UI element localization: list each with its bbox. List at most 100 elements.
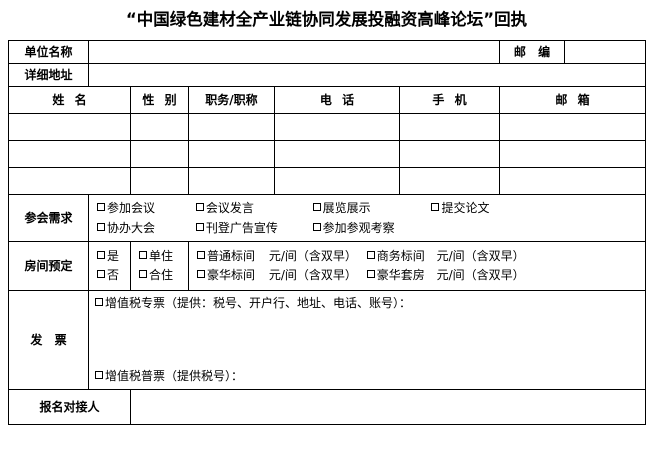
column-header-name: 姓 名 bbox=[8, 86, 131, 114]
org-name-field[interactable] bbox=[87, 40, 501, 64]
room-booking-label: 房间预定 bbox=[8, 241, 89, 291]
checkbox-option-general-vat-invoice[interactable]: 增值税普票（提供税号）： bbox=[95, 369, 243, 384]
checkbox-option-advertisement[interactable]: 刊登广告宣传 bbox=[195, 218, 309, 238]
standard-room-price: 元/间（含双早） bbox=[268, 249, 357, 263]
table-row-room-booking: 房间预定 是 否 单住 合住 普通标间 元/间（含双早） 商务标间 元/间（含双… bbox=[8, 241, 647, 291]
attendee-email-cell[interactable] bbox=[499, 167, 647, 195]
checkbox-option-yes[interactable]: 是 bbox=[95, 247, 126, 266]
checkbox-option-business-room[interactable]: 商务标间 bbox=[366, 247, 425, 266]
postcode-label: 邮 编 bbox=[499, 40, 566, 64]
table-row-org-name: 单位名称 邮 编 bbox=[8, 40, 647, 64]
option-label: 商务标间 bbox=[376, 249, 425, 263]
checkbox-option-single-occupancy[interactable]: 单住 bbox=[137, 247, 184, 266]
attendee-mobile-cell[interactable] bbox=[398, 140, 501, 168]
needs-options-line1: 参加会议 会议发言 展览展示 提交论文 bbox=[95, 198, 641, 218]
option-label: 增值税普票（提供税号）： bbox=[105, 369, 244, 383]
attendee-email-cell[interactable] bbox=[499, 140, 647, 168]
room-occupancy-options: 单住 合住 bbox=[130, 241, 189, 291]
checkbox-option-site-visit[interactable]: 参加参观考察 bbox=[312, 218, 395, 238]
option-label: 展览展示 bbox=[322, 201, 371, 215]
checkbox-icon[interactable] bbox=[366, 270, 375, 278]
room-type-line1: 普通标间 元/间（含双早） 商务标间 元/间（含双早） bbox=[195, 247, 641, 266]
checkbox-option-no[interactable]: 否 bbox=[95, 266, 126, 285]
checkbox-icon[interactable] bbox=[197, 251, 205, 259]
column-header-title: 职务/职称 bbox=[188, 86, 275, 114]
needs-options-line2: 协办大会 刊登广告宣传 参加参观考察 bbox=[95, 218, 641, 238]
checkbox-icon[interactable] bbox=[95, 298, 103, 306]
contact-field[interactable] bbox=[129, 389, 647, 425]
deluxe-room-price: 元/间（含双早） bbox=[268, 268, 357, 282]
checkbox-icon[interactable] bbox=[97, 203, 105, 211]
table-row-invoice: 发 票 增值税专票（提供：税号、开户行、地址、电话、账号）： 增值税普票（提供税… bbox=[8, 290, 647, 390]
attendee-title-cell[interactable] bbox=[188, 113, 275, 141]
checkbox-icon[interactable] bbox=[139, 270, 147, 278]
checkbox-icon[interactable] bbox=[195, 203, 204, 211]
needs-label: 参会需求 bbox=[8, 194, 89, 242]
checkbox-icon[interactable] bbox=[312, 223, 321, 231]
option-label: 参加会议 bbox=[107, 201, 156, 215]
checkbox-icon[interactable] bbox=[197, 270, 205, 278]
checkbox-icon[interactable] bbox=[366, 251, 375, 259]
attendee-gender-cell[interactable] bbox=[130, 113, 189, 141]
attendee-mobile-cell[interactable] bbox=[398, 113, 501, 141]
checkbox-option-speech[interactable]: 会议发言 bbox=[195, 198, 309, 218]
column-header-phone: 电 话 bbox=[274, 86, 400, 114]
option-label: 提交论文 bbox=[441, 201, 490, 215]
attendee-mobile-cell[interactable] bbox=[398, 167, 501, 195]
option-label: 刊登广告宣传 bbox=[205, 221, 278, 235]
attendee-gender-cell[interactable] bbox=[130, 167, 189, 195]
checkbox-icon[interactable] bbox=[312, 203, 321, 211]
checkbox-icon[interactable] bbox=[139, 251, 147, 259]
checkbox-icon[interactable] bbox=[95, 371, 103, 379]
option-label: 参加参观考察 bbox=[322, 221, 395, 235]
page-title: “中国绿色建材全产业链协同发展投融资高峰论坛”回执 bbox=[125, 10, 528, 29]
address-label: 详细地址 bbox=[8, 63, 89, 87]
option-label: 增值税专票（提供：税号、开户行、地址、电话、账号）： bbox=[105, 296, 412, 310]
table-row bbox=[8, 113, 647, 141]
org-name-label: 单位名称 bbox=[8, 40, 89, 64]
option-label: 协办大会 bbox=[107, 221, 156, 235]
attendee-phone-cell[interactable] bbox=[274, 167, 400, 195]
checkbox-icon[interactable] bbox=[97, 251, 105, 259]
option-label: 普通标间 bbox=[207, 249, 256, 263]
attendee-title-cell[interactable] bbox=[188, 167, 275, 195]
checkbox-option-co-organize[interactable]: 协办大会 bbox=[97, 218, 192, 238]
checkbox-option-attend-meeting[interactable]: 参加会议 bbox=[97, 198, 192, 218]
checkbox-option-shared-occupancy[interactable]: 合住 bbox=[137, 266, 184, 285]
checkbox-option-exhibition[interactable]: 展览展示 bbox=[312, 198, 428, 218]
room-type-options: 普通标间 元/间（含双早） 商务标间 元/间（含双早） 豪华标间 元/间（含双早… bbox=[187, 241, 647, 291]
checkbox-icon[interactable] bbox=[431, 203, 440, 211]
checkbox-icon[interactable] bbox=[97, 270, 105, 278]
attendee-phone-cell[interactable] bbox=[274, 113, 400, 141]
attendee-name-cell[interactable] bbox=[8, 167, 131, 195]
checkbox-option-deluxe-room[interactable]: 豪华标间 bbox=[197, 266, 255, 285]
checkbox-option-standard-room[interactable]: 普通标间 bbox=[197, 247, 255, 266]
invoice-label: 发 票 bbox=[8, 290, 89, 390]
postcode-field[interactable] bbox=[564, 40, 647, 64]
checkbox-icon[interactable] bbox=[195, 223, 204, 231]
option-label: 合住 bbox=[149, 268, 174, 282]
option-label: 豪华套房 bbox=[376, 268, 425, 282]
contact-label: 报名对接人 bbox=[8, 389, 131, 425]
option-label: 单住 bbox=[149, 249, 174, 263]
attendee-name-cell[interactable] bbox=[8, 140, 131, 168]
attendee-phone-cell[interactable] bbox=[274, 140, 400, 168]
checkbox-option-special-vat-invoice[interactable]: 增值税专票（提供：税号、开户行、地址、电话、账号）： bbox=[95, 296, 411, 311]
table-row-contact: 报名对接人 bbox=[8, 389, 647, 425]
column-header-email: 邮 箱 bbox=[499, 86, 647, 114]
attendee-name-cell[interactable] bbox=[8, 113, 131, 141]
needs-options: 参加会议 会议发言 展览展示 提交论文 协办大会 刊登广告宣传 参加参观考察 bbox=[87, 194, 647, 242]
table-row bbox=[8, 140, 647, 168]
checkbox-icon[interactable] bbox=[97, 223, 105, 231]
table-row-address: 详细地址 bbox=[8, 63, 647, 87]
checkbox-option-submit-paper[interactable]: 提交论文 bbox=[431, 198, 490, 218]
table-row bbox=[8, 167, 647, 195]
option-label: 是 bbox=[107, 249, 120, 263]
attendee-email-cell[interactable] bbox=[499, 113, 647, 141]
address-field[interactable] bbox=[87, 63, 647, 87]
checkbox-option-deluxe-suite[interactable]: 豪华套房 bbox=[366, 266, 425, 285]
attendee-gender-cell[interactable] bbox=[130, 140, 189, 168]
attendee-title-cell[interactable] bbox=[188, 140, 275, 168]
option-label: 会议发言 bbox=[205, 201, 254, 215]
